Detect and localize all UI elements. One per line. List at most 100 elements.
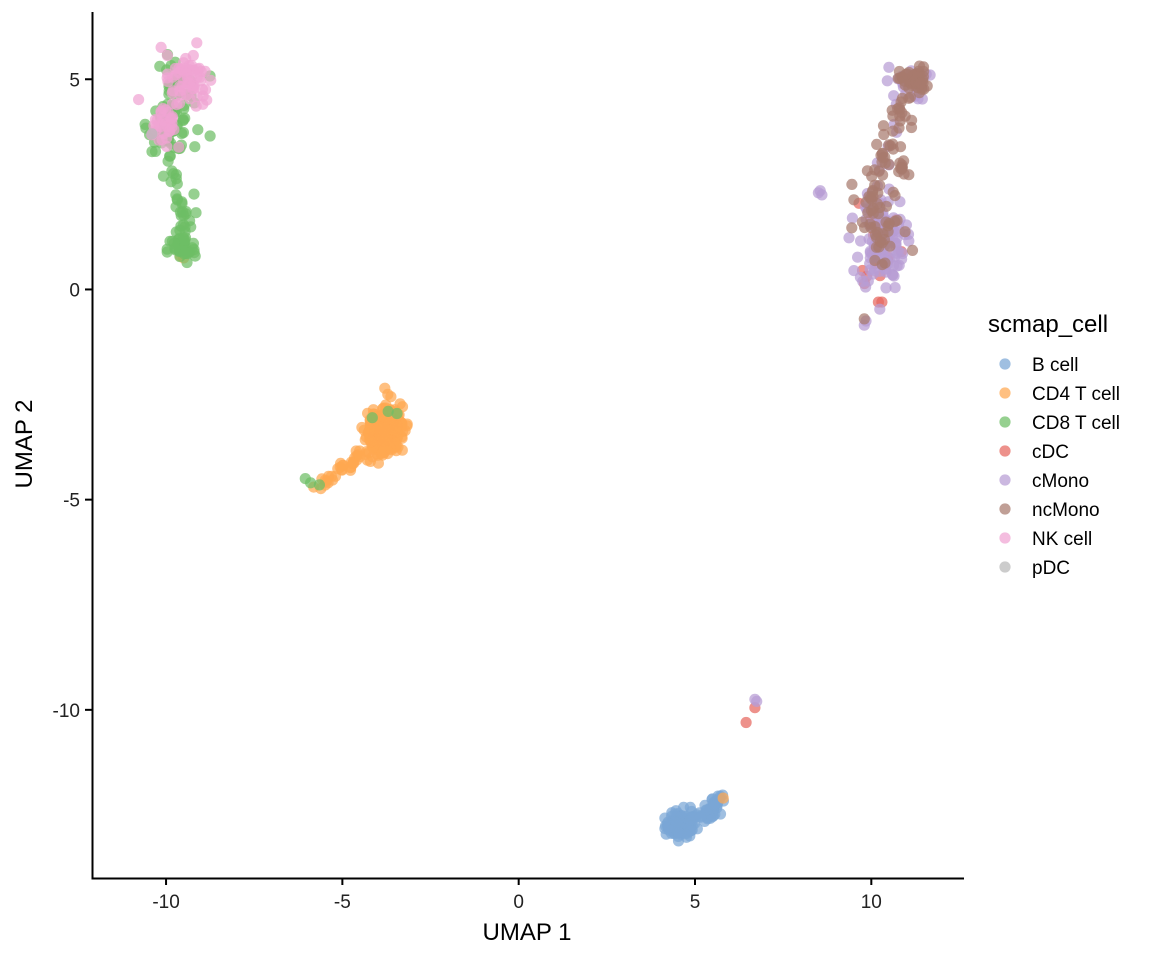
data-point — [162, 68, 174, 80]
data-point — [874, 303, 886, 315]
legend-title: scmap_cell — [988, 311, 1108, 338]
data-point — [865, 221, 877, 234]
data-point — [876, 148, 888, 160]
data-point — [391, 407, 403, 420]
data-point — [189, 141, 201, 153]
data-point — [876, 156, 888, 168]
data-point — [660, 828, 672, 840]
data-point — [179, 234, 191, 246]
legend-label: pDC — [1032, 558, 1070, 579]
y-tick-label: 5 — [69, 70, 80, 91]
data-point — [889, 190, 901, 202]
x-tick-label: -10 — [152, 892, 179, 913]
data-point — [896, 107, 908, 119]
data-point — [326, 474, 339, 486]
data-point — [182, 247, 194, 260]
data-point — [899, 226, 911, 238]
data-point — [894, 141, 907, 153]
data-point — [869, 164, 881, 176]
data-point — [871, 138, 883, 150]
data-point — [906, 244, 919, 256]
data-point — [154, 60, 166, 72]
data-point — [843, 232, 855, 244]
x-axis-ticks: -10 -5 0 5 10 — [152, 878, 882, 913]
data-point — [391, 420, 403, 432]
data-point — [858, 313, 870, 325]
data-point — [880, 200, 893, 212]
legend-key — [999, 387, 1011, 399]
data-point — [170, 173, 182, 185]
series-nk-cell — [133, 37, 217, 153]
data-point — [866, 186, 879, 198]
legend-label: ncMono — [1032, 500, 1100, 521]
legend-label: cMono — [1032, 471, 1089, 492]
data-point — [174, 89, 187, 101]
data-point — [170, 189, 182, 201]
y-axis-ticks: 5 0 -5 -10 — [53, 70, 92, 722]
data-point — [176, 198, 188, 210]
legend-key — [999, 358, 1011, 370]
data-point — [190, 207, 202, 219]
data-point — [666, 807, 678, 819]
data-point — [700, 804, 712, 816]
legend-label: CD8 T cell — [1032, 413, 1120, 434]
series-cd4-t-cell — [174, 250, 729, 804]
data-point — [740, 716, 752, 729]
series-ncmono — [846, 60, 933, 325]
data-point — [366, 412, 378, 424]
data-point — [139, 118, 151, 130]
legend-key — [999, 561, 1011, 573]
data-point — [874, 236, 886, 248]
data-point — [191, 37, 203, 49]
data-point — [717, 792, 729, 804]
data-point — [874, 179, 886, 191]
data-point — [883, 61, 895, 73]
x-tick-label: -5 — [334, 892, 351, 913]
data-point — [382, 388, 394, 400]
data-point — [373, 421, 385, 434]
data-point — [883, 218, 895, 230]
legend-label: cDC — [1032, 442, 1069, 463]
data-point — [344, 462, 356, 474]
y-tick-label: -10 — [53, 701, 80, 722]
data-point — [204, 130, 216, 142]
data-point — [133, 94, 145, 106]
data-point — [867, 207, 879, 219]
data-point — [363, 427, 375, 439]
data-point — [192, 124, 204, 136]
data-point — [173, 141, 185, 153]
data-point — [169, 243, 181, 255]
data-point — [883, 139, 895, 151]
series-pdc — [146, 128, 158, 140]
data-point — [205, 74, 217, 86]
data-point — [860, 281, 872, 293]
data-point — [881, 75, 893, 87]
legend-label: NK cell — [1032, 529, 1092, 550]
data-point — [854, 271, 867, 283]
data-point — [887, 110, 899, 122]
data-point — [898, 168, 910, 180]
data-point — [149, 145, 162, 157]
data-point — [852, 251, 864, 263]
legend-label: CD4 T cell — [1032, 384, 1120, 405]
data-point — [182, 72, 194, 85]
data-point — [888, 90, 900, 102]
data-point — [164, 150, 176, 162]
data-point — [305, 477, 317, 489]
data-point — [877, 169, 889, 181]
data-point — [158, 128, 170, 140]
legend-label: B cell — [1032, 355, 1078, 376]
data-point — [155, 41, 167, 54]
data-point — [191, 71, 203, 83]
legend-key — [999, 503, 1011, 515]
data-point — [846, 178, 858, 190]
data-point — [846, 212, 859, 224]
data-point — [155, 107, 167, 119]
data-point — [177, 115, 189, 127]
legend-key — [999, 416, 1011, 428]
data-point — [354, 451, 366, 463]
data-point — [855, 235, 867, 247]
data-point — [177, 64, 189, 76]
data-point — [184, 93, 196, 105]
